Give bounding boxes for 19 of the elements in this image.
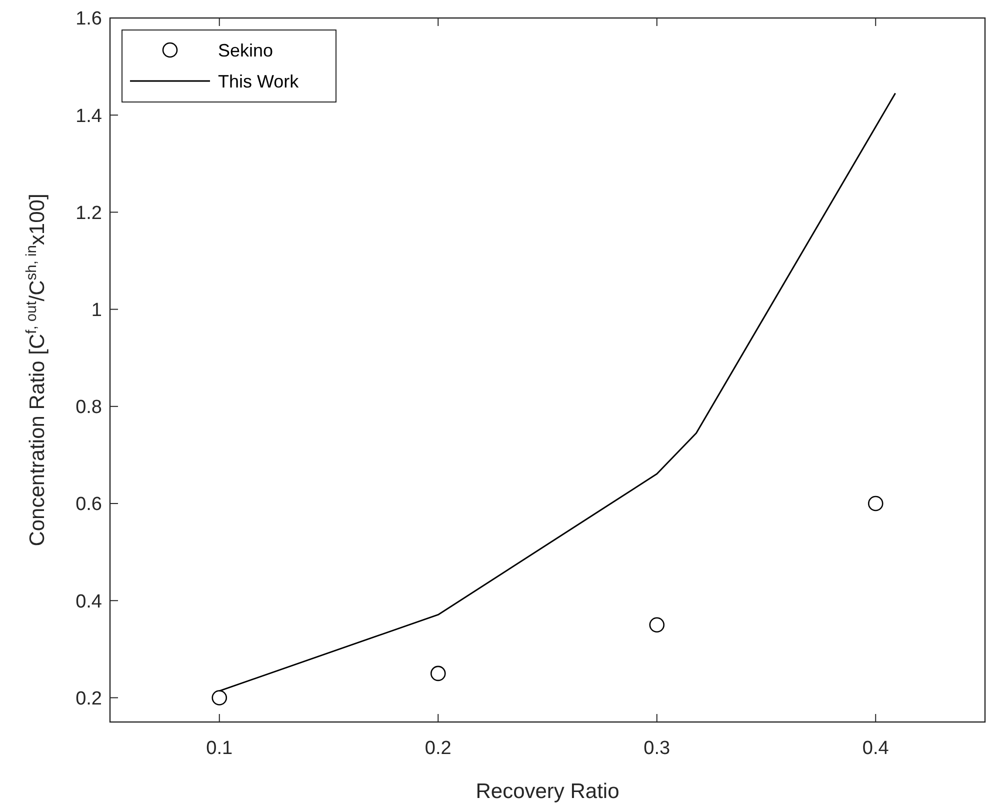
- legend-label: Sekino: [218, 40, 274, 60]
- y-tick-label: 0.2: [76, 688, 102, 710]
- y-tick-label: 0.8: [76, 397, 102, 418]
- y-tick-label: 0.4: [76, 591, 102, 612]
- y-tick-label: 1.6: [76, 8, 102, 30]
- legend-label: This Work: [218, 71, 300, 92]
- y-tick-label: 1.4: [76, 106, 102, 127]
- x-axis-title: Recovery Ratio: [476, 780, 620, 803]
- x-tick-label: 0.3: [644, 738, 670, 759]
- point: [868, 496, 884, 512]
- x-tick-label: 0.1: [206, 738, 233, 759]
- x-tick-label: 0.4: [862, 738, 890, 759]
- y-tick-label: 1: [91, 300, 102, 321]
- y-tick-label: 0.6: [76, 494, 102, 516]
- point: [649, 617, 665, 633]
- y-tick-label: 1.2: [76, 202, 102, 224]
- x-tick-label: 0.2: [424, 738, 452, 759]
- point: [430, 666, 446, 682]
- point: [212, 690, 228, 706]
